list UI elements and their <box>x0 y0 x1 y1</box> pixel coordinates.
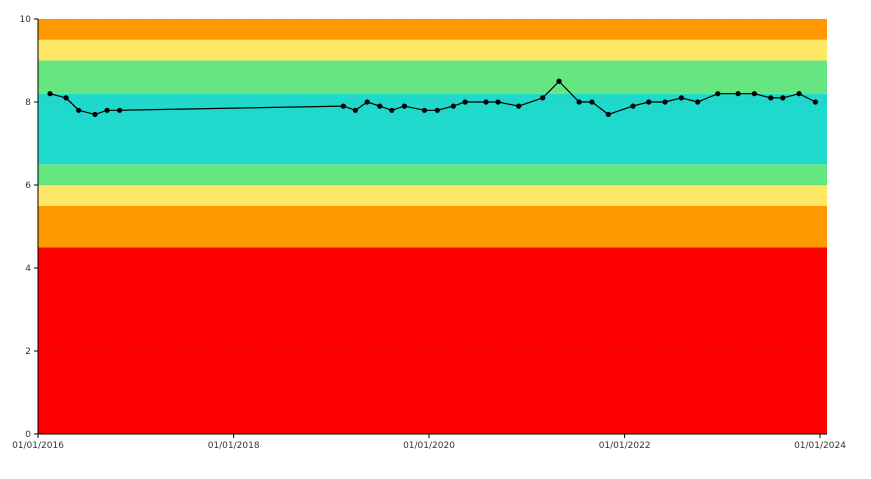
data-point[interactable] <box>117 107 123 113</box>
band-3 <box>38 164 827 185</box>
data-point[interactable] <box>715 91 721 97</box>
data-point[interactable] <box>462 99 468 105</box>
data-point[interactable] <box>483 99 489 105</box>
y-tick-label: 10 <box>20 15 32 25</box>
data-point[interactable] <box>401 103 407 109</box>
band-2 <box>38 185 827 206</box>
data-point[interactable] <box>92 111 98 118</box>
band-0 <box>38 247 827 434</box>
data-point[interactable] <box>576 99 582 105</box>
band-5 <box>38 60 827 94</box>
data-point[interactable] <box>751 91 758 97</box>
x-tick-label: 01/01/2022 <box>599 441 651 451</box>
data-point[interactable] <box>389 107 395 113</box>
data-point[interactable] <box>646 99 652 105</box>
data-point[interactable] <box>630 103 636 109</box>
data-point[interactable] <box>495 99 501 105</box>
data-point[interactable] <box>421 107 428 113</box>
band-1 <box>38 205 827 248</box>
band-7 <box>38 19 827 40</box>
data-point[interactable] <box>780 95 786 101</box>
band-6 <box>38 39 827 61</box>
y-tick-label: 8 <box>25 98 31 108</box>
data-point[interactable] <box>364 99 370 105</box>
data-point[interactable] <box>735 91 741 97</box>
data-point[interactable] <box>556 78 562 84</box>
data-point[interactable] <box>434 107 440 113</box>
band-4 <box>38 93 827 165</box>
background-bands <box>38 19 827 434</box>
data-point[interactable] <box>812 99 819 105</box>
y-tick-label: 0 <box>25 430 31 440</box>
series <box>47 78 819 118</box>
data-point[interactable] <box>104 107 110 113</box>
data-point[interactable] <box>340 103 346 109</box>
data-point[interactable] <box>695 99 701 105</box>
data-point[interactable] <box>589 99 595 105</box>
x-tick-label: 01/01/2018 <box>208 441 260 451</box>
data-point[interactable] <box>516 103 522 109</box>
data-point[interactable] <box>63 95 69 101</box>
data-point[interactable] <box>450 103 456 109</box>
data-point[interactable] <box>540 95 546 101</box>
data-point[interactable] <box>76 107 82 113</box>
data-point[interactable] <box>768 95 774 101</box>
data-point[interactable] <box>47 91 53 97</box>
tick-labels: 0 2 4 6 8 10 01/01/2016 01/01/2018 01/01/2020 01/… <box>12 15 846 451</box>
x-tick-label: 01/01/2016 <box>12 441 64 451</box>
data-point[interactable] <box>605 111 611 118</box>
x-tick-label: 01/01/2020 <box>403 441 455 451</box>
y-tick-label: 2 <box>25 347 31 357</box>
data-point[interactable] <box>662 99 668 105</box>
data-point[interactable] <box>678 95 684 101</box>
y-tick-label: 6 <box>25 181 31 191</box>
data-point[interactable] <box>352 107 359 113</box>
data-point[interactable] <box>796 91 802 97</box>
data-point[interactable] <box>377 103 383 109</box>
series-line-0 <box>49 80 816 116</box>
axes <box>34 18 827 438</box>
y-tick-label: 4 <box>25 264 31 274</box>
x-tick-label: 01/01/2024 <box>794 441 846 451</box>
